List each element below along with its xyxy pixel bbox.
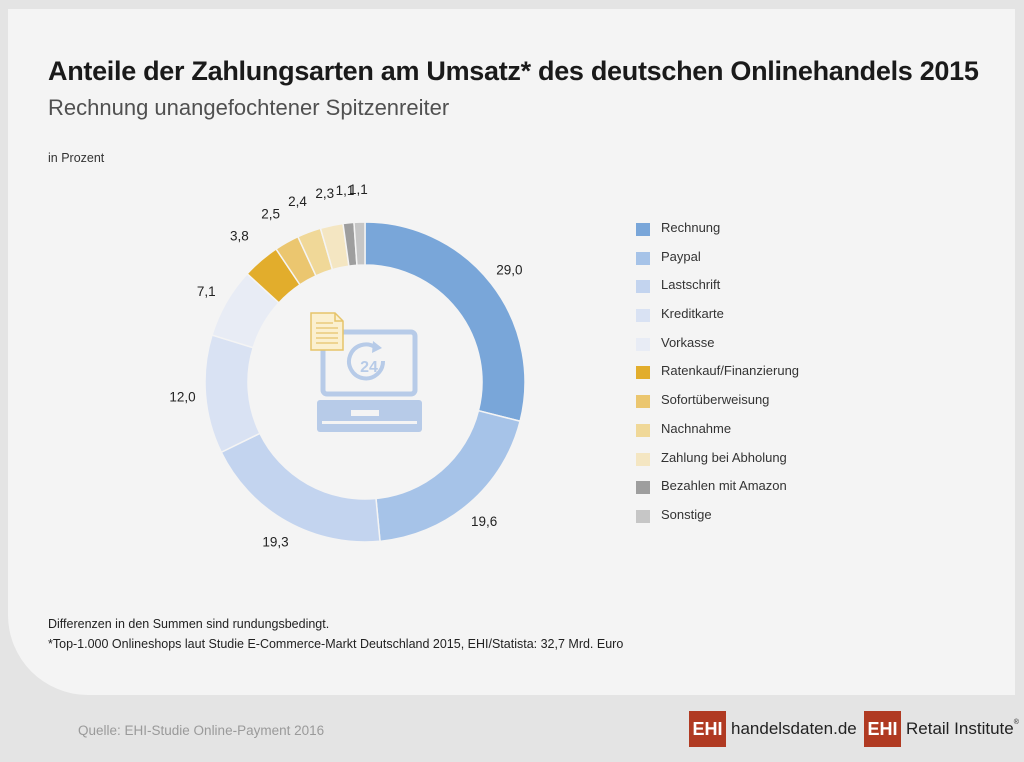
chart-title: Anteile der Zahlungsarten am Umsatz* des…	[48, 56, 979, 86]
legend-label: Nachnahme	[661, 420, 732, 436]
legend-swatch	[636, 280, 650, 294]
source-label: Quelle: EHI-Studie Online-Payment 2016	[78, 723, 325, 738]
unit-label: in Prozent	[48, 151, 105, 165]
slice-lastschrift	[220, 432, 381, 543]
slice-rechnung	[364, 221, 526, 423]
legend-swatch	[636, 509, 650, 523]
value-label: 1,1	[336, 183, 355, 198]
retail-institute-logo-text-wrap: Retail Institute®	[906, 719, 1019, 739]
legend-label: Kreditkarte	[661, 306, 724, 322]
chart-subtitle: Rechnung unangefochtener Spitzenreiter	[48, 95, 450, 120]
legend-label: Sonstige	[661, 506, 712, 522]
value-label: 2,5	[261, 207, 280, 222]
footnotes: Differenzen in den Summen sind rundungsb…	[48, 614, 623, 654]
ehi-logo-mark: EHI	[689, 711, 726, 747]
legend-label: Paypal	[661, 248, 701, 264]
retail-institute-logo-text: Retail Institute	[906, 719, 1014, 738]
value-label: 19,3	[262, 535, 288, 550]
legend-swatch	[636, 251, 650, 265]
legend-swatch	[636, 423, 650, 437]
rounding-note: Differenzen in den Summen sind rundungsb…	[48, 617, 330, 631]
donut-slices	[204, 221, 526, 543]
legend-label: Zahlung bei Abholung	[661, 449, 787, 465]
value-label: 7,1	[197, 284, 216, 299]
handelsdaten-logo[interactable]: EHI handelsdaten.de	[689, 711, 857, 747]
legend-swatch	[636, 452, 650, 466]
legend-label: Ratenkauf/Finanzierung	[661, 363, 800, 379]
legend-label: Sofortüberweisung	[661, 392, 770, 408]
value-label: 1,1	[349, 182, 368, 197]
value-label: 19,6	[471, 514, 497, 529]
legend-swatch	[636, 481, 650, 495]
legend-label: Vorkasse	[661, 334, 715, 350]
ehi-retail-institute-logo[interactable]: EHI Retail Institute®	[864, 711, 1019, 747]
value-labels: 29,019,619,312,07,13,82,52,42,3 1,11,1	[169, 182, 522, 550]
legend-label: Rechnung	[661, 220, 721, 235]
slice-kreditkarte	[204, 334, 261, 454]
legend-label: Bezahlen mit Amazon	[661, 478, 787, 494]
ehi-logo-mark: EHI	[864, 711, 901, 747]
slice-sonstige	[353, 221, 366, 267]
value-label: 29,0	[496, 263, 522, 278]
legend-swatch	[636, 337, 650, 351]
svg-text:24: 24	[360, 359, 378, 376]
handelsdaten-logo-text: handelsdaten.de	[731, 719, 857, 738]
laptop-24h-invoice-icon: 24	[310, 312, 422, 432]
source-definition-note: *Top-1.000 Onlineshops laut Studie E-Com…	[48, 637, 624, 651]
value-label: 3,8	[230, 228, 249, 243]
value-label: 12,0	[169, 389, 195, 404]
legend-swatch	[636, 395, 650, 409]
value-label: 2,4	[288, 194, 307, 209]
value-label: 2,3	[315, 186, 334, 201]
legend-swatch	[636, 366, 650, 380]
legend-swatch	[636, 309, 650, 323]
legend-label: Lastschrift	[661, 277, 721, 293]
registered-mark: ®	[1013, 719, 1019, 726]
legend-swatch	[636, 223, 650, 236]
